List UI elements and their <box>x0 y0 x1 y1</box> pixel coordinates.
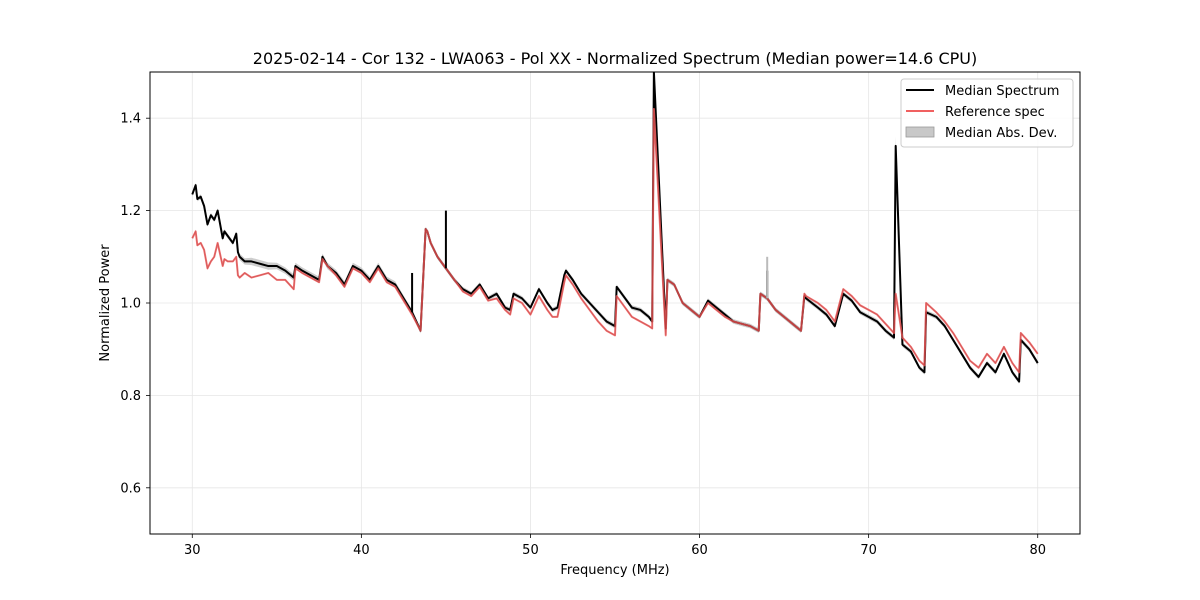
chart-title: 2025-02-14 - Cor 132 - LWA063 - Pol XX -… <box>253 49 977 68</box>
legend-label-median-spectrum: Median Spectrum <box>945 84 1059 99</box>
y-axis-label: Normalized Power <box>98 244 113 362</box>
plot-layer <box>191 72 1039 384</box>
x-tick-label: 30 <box>184 543 201 558</box>
y-tick-label: 0.8 <box>120 389 141 404</box>
legend: Median Spectrum Reference spec Median Ab… <box>900 78 1074 148</box>
grid <box>150 72 1080 534</box>
series-reference-spec <box>191 107 1039 374</box>
legend-label-median-abs-dev: Median Abs. Dev. <box>945 126 1057 141</box>
series-median-spectrum <box>191 72 1039 383</box>
y-tick-label: 1.0 <box>120 297 141 312</box>
series-overlap-tint <box>191 108 1039 374</box>
x-tick-label: 70 <box>860 543 877 558</box>
x-axis-label: Frequency (MHz) <box>560 563 669 578</box>
y-axis: 0.6 0.8 1.0 1.2 1.4 <box>120 112 150 496</box>
x-tick-label: 60 <box>691 543 708 558</box>
legend-box <box>900 78 1074 148</box>
x-axis: 30 40 50 60 70 80 <box>184 534 1046 558</box>
y-tick-label: 1.2 <box>120 204 141 219</box>
x-tick-label: 40 <box>353 543 370 558</box>
x-tick-label: 50 <box>522 543 539 558</box>
legend-label-reference-spec: Reference spec <box>945 105 1045 120</box>
y-tick-label: 1.4 <box>120 112 141 127</box>
x-tick-label: 80 <box>1029 543 1046 558</box>
legend-swatch-median-abs-dev <box>905 126 935 138</box>
y-tick-label: 0.6 <box>120 481 141 496</box>
